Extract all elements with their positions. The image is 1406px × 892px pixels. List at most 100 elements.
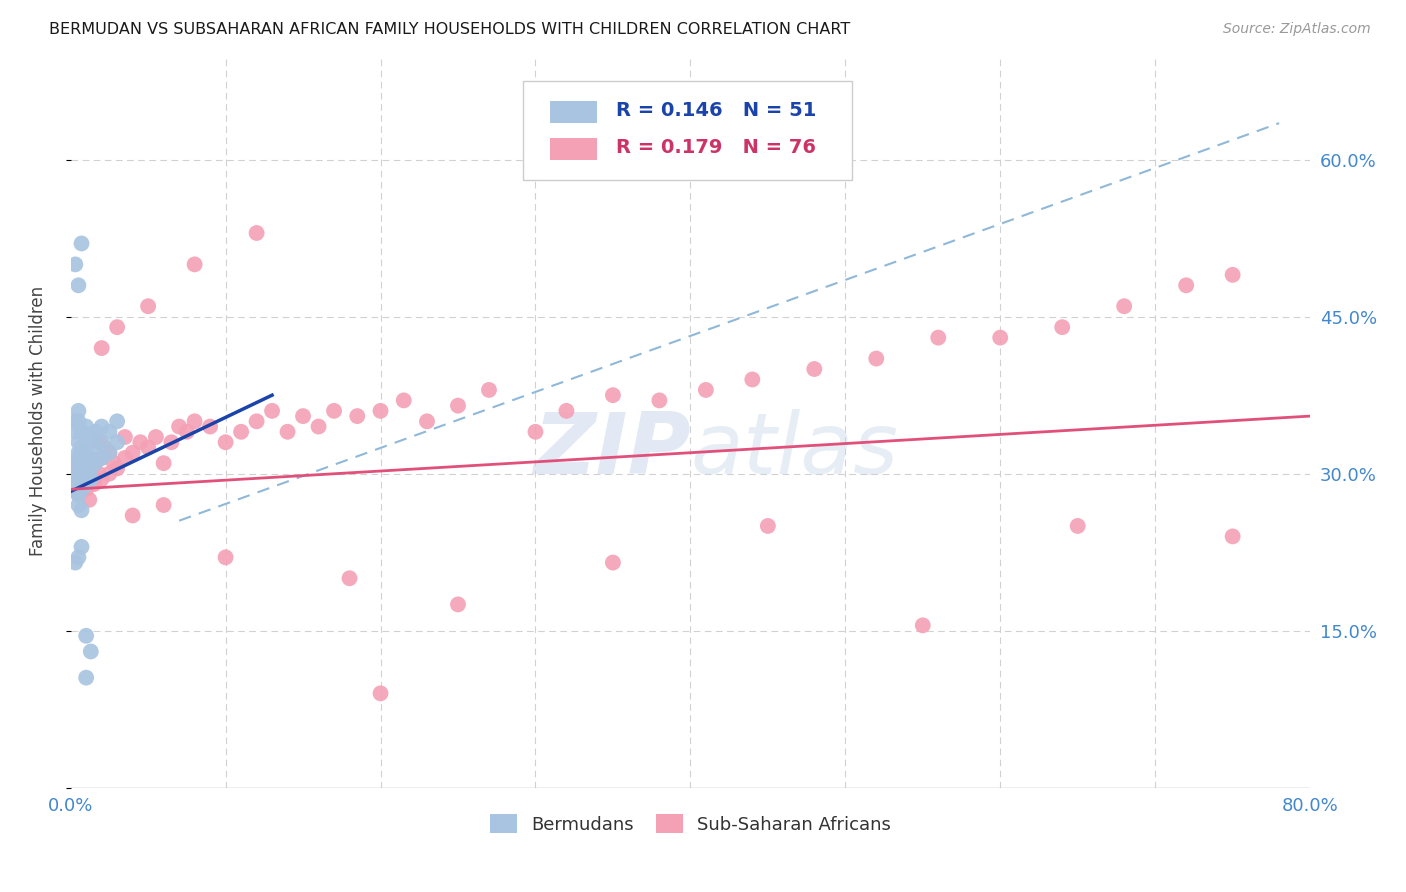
Point (75, 467, 97, 481)
Point (98, 467, 121, 481)
Point (84, 441, 107, 455)
Point (176, 425, 198, 439)
Point (70, 503, 93, 517)
Point (214, 435, 236, 450)
Text: R = 0.146   N = 51: R = 0.146 N = 51 (616, 102, 817, 120)
Point (70, 461, 93, 475)
Point (65, 467, 87, 481)
Point (346, 409, 368, 423)
Point (77, 492, 100, 507)
Point (136, 299, 159, 313)
Point (67, 477, 90, 491)
Point (308, 419, 330, 434)
Point (416, 414, 439, 428)
Point (105, 461, 128, 475)
Point (70, 446, 93, 460)
Point (67, 278, 90, 293)
Point (83, 456, 105, 470)
Point (70, 483, 93, 497)
Point (105, 414, 128, 428)
Point (67, 550, 90, 565)
Point (1067, 519, 1090, 533)
Point (114, 450, 136, 465)
Legend: Bermudans, Sub-Saharan Africans: Bermudans, Sub-Saharan Africans (482, 807, 898, 841)
Point (67, 467, 90, 481)
Point (245, 414, 267, 428)
Point (80, 644, 103, 658)
Point (277, 425, 299, 439)
Point (75, 435, 97, 450)
Point (602, 388, 624, 402)
Point (114, 430, 136, 444)
Point (1114, 299, 1136, 313)
Point (75, 456, 97, 470)
Point (83, 477, 105, 491)
Point (90, 472, 112, 486)
Point (167, 419, 190, 434)
Point (756, 519, 779, 533)
Point (84, 456, 107, 470)
Point (98, 446, 121, 460)
Point (370, 686, 392, 700)
Point (67, 446, 90, 460)
Point (80, 472, 103, 486)
Bar (550, 138, 598, 160)
Point (67, 487, 90, 501)
Point (65, 414, 87, 428)
Point (103, 456, 125, 470)
Point (370, 404, 392, 418)
Point (105, 435, 128, 450)
Y-axis label: Family Households with Children: Family Households with Children (30, 286, 46, 557)
Point (927, 331, 949, 345)
Point (741, 372, 763, 386)
Point (70, 441, 93, 455)
Point (339, 571, 361, 585)
Point (70, 450, 93, 465)
Point (229, 425, 252, 439)
Point (447, 399, 470, 413)
Point (80, 461, 103, 475)
Point (75, 629, 97, 643)
Point (245, 226, 267, 240)
Point (988, 331, 1011, 345)
Point (70, 540, 93, 554)
Point (105, 320, 128, 334)
Point (262, 404, 284, 418)
Point (94, 441, 117, 455)
Point (1222, 268, 1244, 282)
Point (160, 435, 183, 450)
Point (98, 446, 121, 460)
Point (447, 598, 470, 612)
Text: atlas: atlas (690, 409, 898, 492)
Point (292, 409, 315, 423)
Point (1222, 529, 1244, 543)
Point (67, 435, 90, 450)
Text: ZIP: ZIP (533, 409, 690, 492)
Point (67, 450, 90, 465)
Point (75, 671, 97, 685)
Point (84, 425, 107, 439)
Point (75, 446, 97, 460)
Point (75, 477, 97, 491)
Point (911, 618, 934, 632)
Point (98, 425, 121, 439)
Point (136, 441, 159, 455)
Point (1175, 278, 1198, 293)
Point (121, 446, 143, 460)
Point (198, 419, 221, 434)
Point (80, 450, 103, 465)
Point (75, 483, 97, 497)
Point (90, 450, 112, 465)
Point (323, 404, 346, 418)
Point (865, 351, 887, 366)
Point (695, 383, 717, 397)
Point (67, 456, 90, 470)
Point (803, 362, 825, 376)
Point (555, 404, 578, 418)
Point (67, 498, 90, 512)
Point (602, 556, 624, 570)
FancyBboxPatch shape (523, 81, 852, 179)
Point (90, 419, 112, 434)
Point (67, 404, 90, 418)
Point (65, 425, 87, 439)
